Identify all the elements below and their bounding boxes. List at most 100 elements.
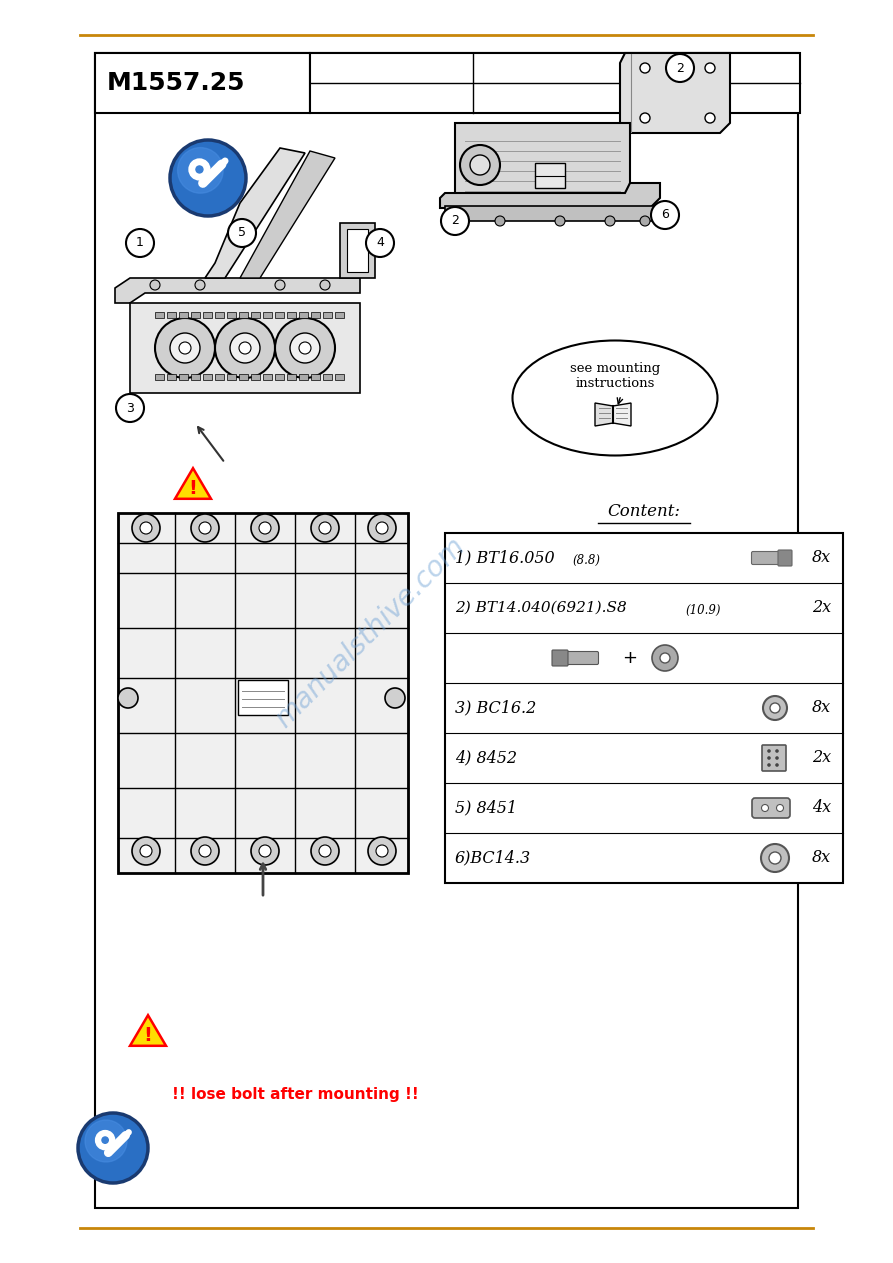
Text: 5: 5 <box>238 226 246 240</box>
Circle shape <box>640 63 650 73</box>
FancyBboxPatch shape <box>552 650 568 666</box>
Bar <box>155 312 164 318</box>
Text: 4) 8452: 4) 8452 <box>455 749 517 767</box>
Bar <box>203 374 212 380</box>
Bar <box>323 312 332 318</box>
Bar <box>179 312 188 318</box>
Text: 2x: 2x <box>812 749 831 767</box>
Circle shape <box>118 688 138 709</box>
Text: 5) 8451: 5) 8451 <box>455 799 517 816</box>
Circle shape <box>259 522 271 534</box>
Text: 3) BC16.2: 3) BC16.2 <box>455 700 537 716</box>
Circle shape <box>495 216 505 226</box>
Bar <box>251 374 260 380</box>
Circle shape <box>775 749 779 753</box>
Circle shape <box>191 514 219 542</box>
Polygon shape <box>115 278 360 303</box>
Bar <box>167 312 176 318</box>
Circle shape <box>775 757 779 760</box>
Circle shape <box>275 318 335 378</box>
Circle shape <box>666 54 694 82</box>
Bar <box>239 374 248 380</box>
Text: (8.8): (8.8) <box>572 553 600 567</box>
Bar <box>191 374 200 380</box>
Text: see mounting
instructions: see mounting instructions <box>570 362 660 390</box>
Text: 4x: 4x <box>812 799 831 816</box>
Circle shape <box>470 155 490 176</box>
FancyBboxPatch shape <box>778 549 792 566</box>
Circle shape <box>767 763 771 767</box>
Circle shape <box>455 216 465 226</box>
Text: 6)BC14.3: 6)BC14.3 <box>455 850 531 866</box>
Circle shape <box>777 805 783 812</box>
Circle shape <box>199 845 211 858</box>
Bar <box>275 374 284 380</box>
Circle shape <box>191 837 219 865</box>
Circle shape <box>199 522 211 534</box>
Bar <box>299 312 308 318</box>
Circle shape <box>311 514 339 542</box>
Circle shape <box>299 342 311 354</box>
Circle shape <box>132 514 160 542</box>
Bar <box>311 312 320 318</box>
Text: 3: 3 <box>126 402 134 414</box>
Bar <box>239 312 248 318</box>
Text: !! lose bolt after mounting !!: !! lose bolt after mounting !! <box>171 1087 419 1103</box>
Circle shape <box>230 333 260 362</box>
FancyBboxPatch shape <box>563 652 598 664</box>
Bar <box>445 533 843 883</box>
FancyBboxPatch shape <box>752 552 782 565</box>
Circle shape <box>116 394 144 422</box>
Circle shape <box>311 837 339 865</box>
Bar <box>310 53 800 112</box>
Circle shape <box>78 1113 148 1183</box>
Bar <box>335 374 344 380</box>
Bar <box>263 312 272 318</box>
Text: (10.9): (10.9) <box>685 604 721 616</box>
Circle shape <box>705 63 715 73</box>
Bar <box>203 312 212 318</box>
Text: M1557.25: M1557.25 <box>107 71 246 95</box>
Circle shape <box>705 112 715 123</box>
Circle shape <box>763 696 787 720</box>
Circle shape <box>150 280 160 290</box>
Circle shape <box>290 333 320 362</box>
Circle shape <box>460 145 500 184</box>
Polygon shape <box>440 183 660 208</box>
Bar <box>455 123 630 203</box>
Polygon shape <box>620 53 730 133</box>
Circle shape <box>652 645 678 671</box>
Bar <box>227 312 236 318</box>
Circle shape <box>126 229 154 256</box>
Text: 2: 2 <box>451 215 459 227</box>
Circle shape <box>651 201 679 229</box>
Bar <box>535 163 565 188</box>
Circle shape <box>85 1120 127 1162</box>
Circle shape <box>385 688 405 709</box>
Bar <box>263 374 272 380</box>
Circle shape <box>275 280 285 290</box>
Circle shape <box>775 763 779 767</box>
Circle shape <box>132 837 160 865</box>
Text: 1: 1 <box>136 236 144 250</box>
Bar <box>287 312 296 318</box>
Polygon shape <box>130 1015 166 1046</box>
Polygon shape <box>340 224 375 278</box>
Circle shape <box>179 342 191 354</box>
Circle shape <box>366 229 394 256</box>
Circle shape <box>251 514 279 542</box>
Circle shape <box>368 837 396 865</box>
Circle shape <box>762 805 769 812</box>
Circle shape <box>251 837 279 865</box>
Circle shape <box>640 112 650 123</box>
Circle shape <box>195 280 205 290</box>
Circle shape <box>140 522 152 534</box>
Text: 2) BT14.040(6921).S8: 2) BT14.040(6921).S8 <box>455 601 627 615</box>
Bar <box>95 53 798 1207</box>
Bar <box>445 206 660 221</box>
Text: 8x: 8x <box>812 549 831 567</box>
Bar <box>118 513 408 873</box>
Circle shape <box>769 853 781 864</box>
Bar <box>215 312 224 318</box>
Circle shape <box>170 140 246 216</box>
